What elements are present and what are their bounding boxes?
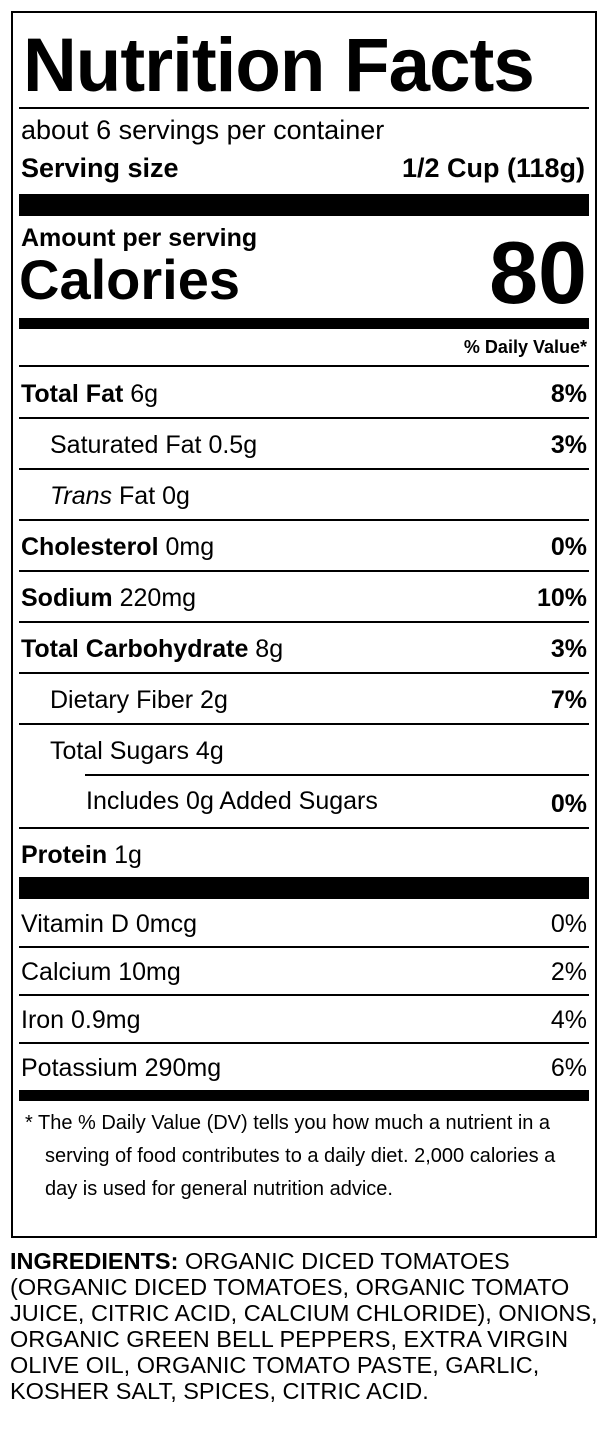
- nutrient-amount: 1g: [114, 841, 142, 869]
- nutrient-dv: 0%: [550, 533, 587, 561]
- label-title: Nutrition Facts: [23, 23, 535, 108]
- divider: [19, 519, 589, 521]
- nutrient-row-total-fat: Total Fat 6g: [21, 379, 158, 409]
- amount-per-serving: Amount per serving: [21, 224, 258, 252]
- vitamin-row-vitamin-d: Vitamin D 0mcg: [21, 910, 197, 938]
- nutrient-row-sodium: Sodium 220mg: [21, 583, 196, 613]
- nutrient-amount: 2g: [200, 686, 228, 714]
- nutrient-dv: 3%: [550, 431, 587, 459]
- nutrient-name: Total Sugars: [50, 737, 189, 765]
- nutrient-amount: 6g: [130, 380, 159, 408]
- serving-size-value: 1/2 Cup (118g): [401, 153, 585, 183]
- ingredients-text: ORGANIC DICED TOMATOES (ORGANIC DICED TO…: [10, 1248, 598, 1404]
- nutrient-row-cholesterol: Cholesterol 0mg: [21, 532, 214, 562]
- divider: [19, 1042, 589, 1044]
- nutrient-name: Saturated Fat: [50, 431, 202, 459]
- vitamin-dv: 4%: [550, 1006, 587, 1034]
- nutrient-dv: 7%: [550, 686, 587, 714]
- divider: [19, 946, 589, 948]
- serving-size-label: Serving size: [21, 153, 179, 183]
- divider: [19, 417, 589, 419]
- footnote-text: * The % Daily Value (DV) tells you how m…: [25, 1112, 556, 1200]
- thick-divider: [19, 877, 589, 899]
- nutrient-amount: 4g: [195, 737, 224, 765]
- ingredients-label: INGREDIENTS:: [10, 1248, 179, 1274]
- nutrient-amount: 220mg: [119, 584, 197, 612]
- divider: [19, 621, 589, 623]
- nutrient-dv: 10%: [536, 584, 587, 612]
- nutrient-row-trans-fat: Trans Fat 0g: [50, 481, 190, 511]
- nutrient-amount: 0mg: [165, 533, 215, 561]
- nutrient-name: Dietary Fiber: [50, 686, 194, 714]
- nutrient-name: Total Fat: [21, 380, 124, 408]
- nutrient-name: Sodium: [21, 584, 113, 612]
- divider: [19, 994, 589, 996]
- nutrient-row-dietary-fiber: Dietary Fiber 2g: [50, 685, 228, 715]
- thick-divider: [19, 194, 589, 216]
- vitamin-dv: 0%: [550, 910, 587, 938]
- vitamin-row-iron: Iron 0.9mg: [21, 1006, 141, 1034]
- nutrient-dv: 0%: [550, 790, 587, 818]
- nutrient-name-italic: Trans: [50, 482, 113, 510]
- vitamin-dv: 6%: [550, 1054, 587, 1082]
- nutrient-row-added-sugars: Includes 0g Added Sugars: [86, 787, 378, 815]
- divider: [19, 723, 589, 725]
- nutrient-amount: 0.5g: [208, 431, 258, 459]
- nutrient-row-protein: Protein 1g: [21, 840, 142, 870]
- nutrient-name: Cholesterol: [21, 533, 159, 561]
- nutrient-amount: 8g: [255, 635, 284, 663]
- servings-per-container: about 6 servings per container: [21, 115, 385, 145]
- footnote: * The % Daily Value (DV) tells you how m…: [25, 1107, 585, 1206]
- daily-value-header: % Daily Value*: [463, 337, 587, 357]
- nutrient-dv: 3%: [550, 635, 587, 663]
- indented-divider: [85, 774, 589, 776]
- divider: [19, 570, 589, 572]
- nutrient-name: Protein: [21, 841, 108, 869]
- vitamin-row-potassium: Potassium 290mg: [21, 1054, 222, 1082]
- nutrient-row-saturated-fat: Saturated Fat 0.5g: [50, 430, 257, 460]
- nutrient-row-total-sugars: Total Sugars 4g: [50, 736, 224, 766]
- calories-label: Calories: [19, 248, 240, 311]
- medium-divider: [19, 318, 589, 329]
- nutrient-amount: 0g: [162, 482, 190, 510]
- divider: [19, 365, 589, 367]
- ingredients-statement: INGREDIENTS: ORGANIC DICED TOMATOES (ORG…: [10, 1248, 600, 1404]
- nutrient-name: Total Carbohydrate: [21, 635, 249, 663]
- divider: [19, 468, 589, 470]
- medium-divider: [19, 1090, 589, 1101]
- nutrient-name: Fat: [119, 482, 156, 510]
- calories-value: 80: [489, 223, 587, 322]
- nutrition-facts-panel: Nutrition Facts about 6 servings per con…: [11, 11, 597, 1238]
- vitamin-row-calcium: Calcium 10mg: [21, 958, 181, 986]
- vitamin-dv: 2%: [550, 958, 587, 986]
- divider: [19, 827, 589, 829]
- nutrient-row-total-carbohydrate: Total Carbohydrate 8g: [21, 634, 283, 664]
- divider: [19, 672, 589, 674]
- nutrient-dv: 8%: [550, 380, 587, 408]
- divider: [19, 107, 589, 109]
